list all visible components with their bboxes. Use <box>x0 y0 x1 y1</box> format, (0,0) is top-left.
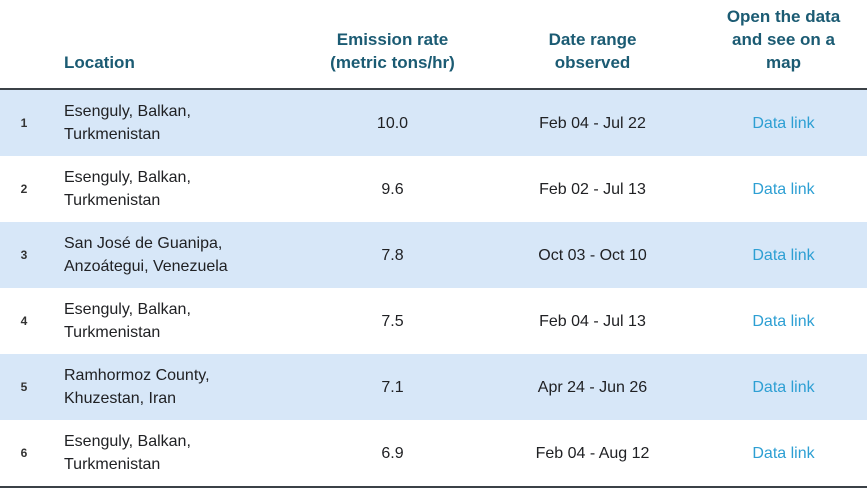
emission-rate-cell: 9.6 <box>381 180 404 198</box>
data-link-cell: Data link <box>700 376 867 399</box>
date-range-cell: Feb 04 - Jul 22 <box>539 114 646 132</box>
table-row: 4 Esenguly, Balkan, Turkmenistan 7.5 Feb… <box>0 288 867 354</box>
emission-rate-cell: 10.0 <box>376 114 409 132</box>
table-row: 5 Ramhormoz County, Khuzestan, Iran 7.1 … <box>0 354 867 420</box>
data-link[interactable]: Data link <box>752 246 815 264</box>
location-cell: Ramhormoz County, Khuzestan, Iran <box>64 367 210 407</box>
row-number: 4 <box>20 313 28 328</box>
header-open-data: Open the data and see on a map <box>726 7 841 73</box>
emission-rate-cell: 6.9 <box>381 444 404 462</box>
table-header-row: Location Emission rate (metric tons/hr) … <box>0 0 867 90</box>
row-number: 2 <box>20 181 28 196</box>
date-range-cell: Feb 04 - Aug 12 <box>535 444 650 462</box>
header-date-range: Date range observed <box>548 30 637 73</box>
location-cell: Esenguly, Balkan, Turkmenistan <box>64 169 191 209</box>
emission-rate-cell: 7.1 <box>381 378 404 396</box>
header-spacer <box>0 0 48 88</box>
data-link[interactable]: Data link <box>752 312 815 330</box>
data-link[interactable]: Data link <box>752 180 815 198</box>
location-cell: Esenguly, Balkan, Turkmenistan <box>64 433 191 473</box>
data-link-cell: Data link <box>700 112 867 135</box>
table-bottom-divider <box>0 486 867 488</box>
row-number: 5 <box>20 379 28 394</box>
date-range-cell: Apr 24 - Jun 26 <box>537 378 648 396</box>
table-body: 1 Esenguly, Balkan, Turkmenistan 10.0 Fe… <box>0 90 867 486</box>
data-link-cell: Data link <box>700 442 867 465</box>
data-link[interactable]: Data link <box>752 444 815 462</box>
location-cell: San José de Guanipa, Anzoátegui, Venezue… <box>64 235 228 275</box>
data-link[interactable]: Data link <box>752 114 815 132</box>
emission-rate-cell: 7.8 <box>381 246 404 264</box>
table-row: 1 Esenguly, Balkan, Turkmenistan 10.0 Fe… <box>0 90 867 156</box>
location-cell: Esenguly, Balkan, Turkmenistan <box>64 301 191 341</box>
row-number: 3 <box>20 247 28 262</box>
data-link-cell: Data link <box>700 244 867 267</box>
row-number: 1 <box>20 115 28 130</box>
table-row: 6 Esenguly, Balkan, Turkmenistan 6.9 Feb… <box>0 420 867 486</box>
data-link-cell: Data link <box>700 178 867 201</box>
table-row: 2 Esenguly, Balkan, Turkmenistan 9.6 Feb… <box>0 156 867 222</box>
header-emission-rate: Emission rate (metric tons/hr) <box>330 30 455 73</box>
date-range-cell: Feb 02 - Jul 13 <box>539 180 646 198</box>
emission-rate-cell: 7.5 <box>381 312 404 330</box>
location-cell: Esenguly, Balkan, Turkmenistan <box>64 103 191 143</box>
date-range-cell: Feb 04 - Jul 13 <box>539 312 646 330</box>
header-location: Location <box>64 53 135 73</box>
data-link-cell: Data link <box>700 310 867 333</box>
date-range-cell: Oct 03 - Oct 10 <box>538 246 647 264</box>
table-row: 3 San José de Guanipa, Anzoátegui, Venez… <box>0 222 867 288</box>
data-link[interactable]: Data link <box>752 378 815 396</box>
row-number: 6 <box>20 445 28 460</box>
